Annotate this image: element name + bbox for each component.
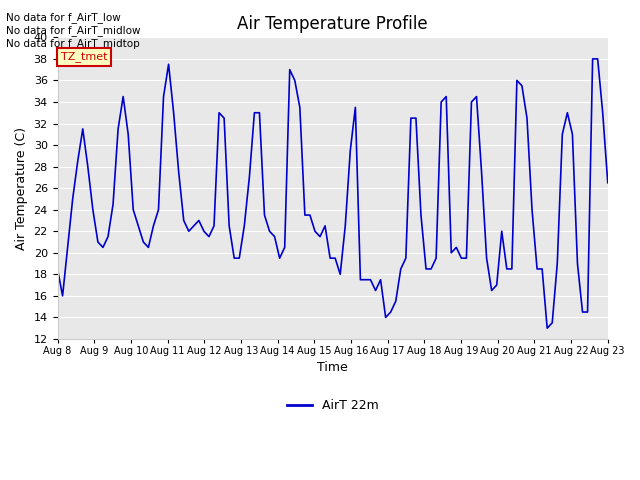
X-axis label: Time: Time [317, 361, 348, 374]
Text: No data for f_AirT_midlow: No data for f_AirT_midlow [6, 25, 141, 36]
Title: Air Temperature Profile: Air Temperature Profile [237, 15, 428, 33]
Text: No data for f_AirT_low: No data for f_AirT_low [6, 12, 121, 23]
Legend: AirT 22m: AirT 22m [282, 394, 383, 417]
Text: TZ_tmet: TZ_tmet [61, 51, 108, 62]
Text: No data for f_AirT_midtop: No data for f_AirT_midtop [6, 38, 140, 49]
Y-axis label: Air Temperature (C): Air Temperature (C) [15, 127, 28, 250]
